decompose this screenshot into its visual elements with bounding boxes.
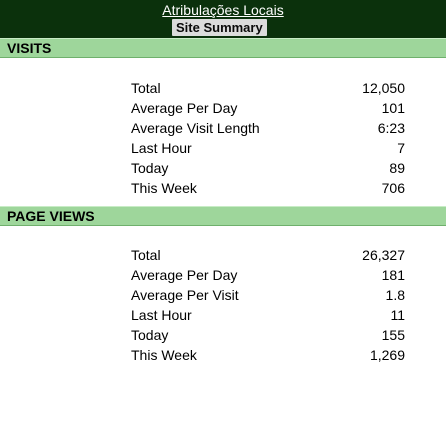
stat-label: Total (131, 80, 161, 96)
stat-value: 101 (381, 100, 405, 116)
stat-label: Average Per Visit (131, 287, 239, 303)
visits-row-this-week: This Week 706 (131, 178, 405, 198)
visits-section-title: VISITS (7, 40, 52, 56)
stat-label: Today (131, 160, 169, 176)
stat-value: 89 (389, 160, 405, 176)
stat-label: Last Hour (131, 307, 192, 323)
visits-row-today: Today 89 (131, 158, 405, 178)
visits-row-average-visit-length: Average Visit Length 6:23 (131, 118, 405, 138)
visits-row-last-hour: Last Hour 7 (131, 138, 405, 158)
stat-value: 26,327 (362, 247, 405, 263)
site-name-link[interactable]: Atribulações Locais (162, 2, 284, 18)
page-views-row-average-per-day: Average Per Day 181 (131, 265, 405, 285)
page-views-row-this-week: This Week 1,269 (131, 345, 405, 365)
visits-section-header: VISITS (0, 38, 446, 58)
top-bar: Atribulações Locais Site Summary (0, 0, 446, 38)
stat-label: Last Hour (131, 140, 192, 156)
page-views-section-header: PAGE VIEWS (0, 206, 446, 226)
stat-value: 1,269 (369, 347, 405, 363)
stat-value: 155 (381, 327, 405, 343)
page-views-row-average-per-visit: Average Per Visit 1.8 (131, 285, 405, 305)
page-views-section-title: PAGE VIEWS (7, 208, 95, 224)
stat-label: This Week (131, 347, 197, 363)
stat-value: 7 (397, 140, 405, 156)
stat-label: This Week (131, 180, 197, 196)
site-summary-badge: Site Summary (172, 19, 267, 36)
page-views-row-last-hour: Last Hour 11 (131, 305, 405, 325)
stat-value: 1.8 (385, 287, 405, 303)
stat-value: 6:23 (377, 120, 405, 136)
visits-row-average-per-day: Average Per Day 101 (131, 98, 405, 118)
stat-label: Average Visit Length (131, 120, 260, 136)
stat-value: 181 (381, 267, 405, 283)
stat-label: Average Per Day (131, 267, 238, 283)
stat-value: 12,050 (362, 80, 405, 96)
visits-row-total: Total 12,050 (131, 78, 405, 98)
page-views-row-today: Today 155 (131, 325, 405, 345)
stat-value: 11 (390, 307, 405, 323)
page-views-row-total: Total 26,327 (131, 245, 405, 265)
stat-label: Average Per Day (131, 100, 238, 116)
stat-value: 706 (381, 180, 405, 196)
stat-label: Total (131, 247, 161, 263)
stat-label: Today (131, 327, 169, 343)
